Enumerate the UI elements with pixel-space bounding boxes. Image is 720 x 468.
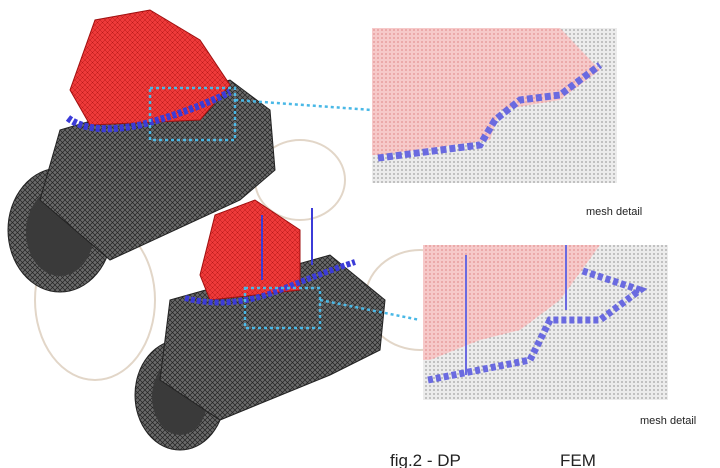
caption: FEM — [560, 451, 596, 468]
detail-label: mesh detail — [640, 415, 696, 427]
figure: mesh detail mesh detail fig.2 - DP FEM — [0, 0, 720, 468]
mesh-model-bottom — [135, 200, 385, 450]
page: {"labels": {"detail_top": "mesh detail",… — [0, 0, 720, 468]
detail-panel-bottom — [423, 245, 668, 400]
detail-label: mesh detail — [586, 206, 642, 218]
caption: fig.2 - DP — [390, 451, 461, 468]
detail-panel-top — [372, 28, 617, 183]
